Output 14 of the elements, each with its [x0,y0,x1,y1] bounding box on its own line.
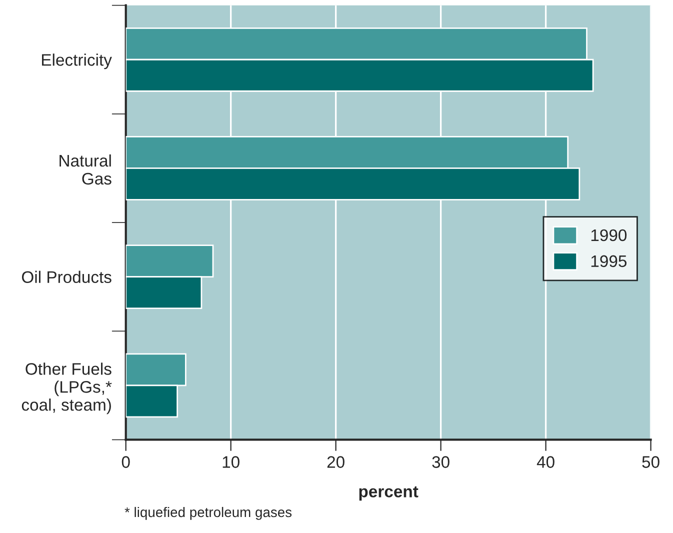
x-tick-label: 30 [432,456,450,468]
legend-label: 1995 [591,255,627,268]
y-tick-label: Natural Gas [60,154,112,185]
y-tick-label: Other Fuels (LPGs,* coal, steam) [22,362,112,414]
x-tick-label: 20 [327,456,344,468]
x-tick-label: 0 [122,456,130,468]
text: * liquefied petroleum gases [124,506,292,520]
x-tick-label: 10 [222,456,240,468]
y-tick-label: Electricity [42,54,112,70]
y-tick-label: Oil Products [22,270,112,284]
x-axis-title: percent [359,486,418,501]
x-tick-label: 50 [642,456,660,468]
x-tick-label: 40 [536,456,554,468]
legend-label: 1990 [591,229,627,242]
